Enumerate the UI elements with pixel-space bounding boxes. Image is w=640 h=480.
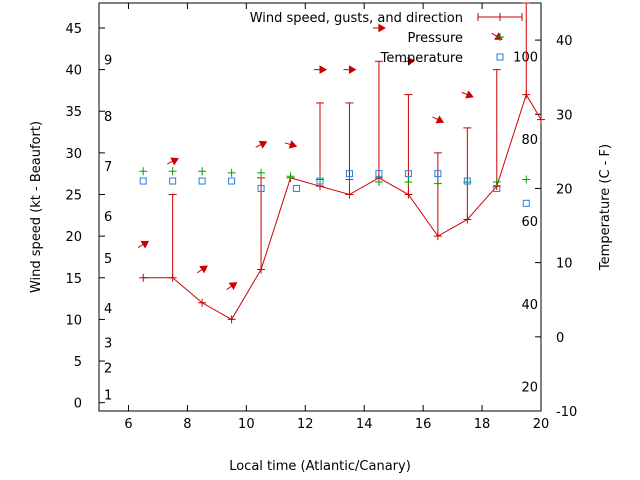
temperature-point — [522, 199, 530, 207]
fahrenheit-label: 20 — [521, 381, 538, 396]
y2-axis-label: Temperature (C - F) — [598, 144, 613, 271]
beaufort-label: 1 — [104, 388, 112, 403]
x-tick-label: 18 — [474, 417, 491, 432]
pressure-point — [286, 172, 295, 181]
beaufort-label: 2 — [104, 362, 112, 377]
y-tick-label: 30 — [65, 147, 82, 162]
temperature-point — [316, 177, 324, 185]
beaufort-label: 7 — [104, 160, 112, 175]
y2-tick-label: -10 — [556, 405, 577, 420]
wind-direction-arrow — [137, 240, 150, 249]
pressure-point — [522, 175, 531, 184]
legend-label: Pressure — [407, 31, 463, 46]
fahrenheit-label: 100 — [513, 50, 538, 65]
wind-direction-arrow — [461, 90, 474, 99]
x-tick-label: 8 — [183, 417, 191, 432]
temperature-point — [434, 170, 442, 178]
wind-direction-arrow — [167, 157, 179, 166]
temperature-point — [257, 184, 265, 192]
temperature-point — [345, 170, 353, 178]
fahrenheit-label: 80 — [521, 133, 538, 148]
wind-speed-point — [227, 315, 236, 324]
pressure-point — [404, 178, 413, 187]
y-tick-label: 10 — [65, 313, 82, 328]
temperature-point — [292, 184, 300, 192]
pressure-point — [227, 168, 236, 177]
beaufort-label: 3 — [104, 337, 112, 352]
legend-label: Temperature — [380, 51, 463, 66]
temperature-point — [463, 177, 471, 185]
wind-direction-arrow — [255, 140, 268, 149]
wind-speed-point — [198, 298, 207, 307]
legend-label: Wind speed, gusts, and direction — [250, 11, 463, 26]
beaufort-label: 6 — [104, 210, 112, 225]
legend-symbol-plus — [496, 33, 504, 41]
legend-symbol-plus — [496, 13, 504, 21]
temperature-point — [493, 184, 501, 192]
y-tick-label: 40 — [65, 64, 82, 79]
legend-symbol-square — [496, 53, 504, 61]
beaufort-label: 4 — [104, 302, 112, 317]
y-axis-label: Wind speed (kt - Beaufort) — [29, 121, 44, 293]
wind-direction-arrow — [402, 56, 416, 66]
y2-tick-label: 30 — [556, 108, 573, 123]
wind-speed-point — [537, 115, 545, 124]
pressure-point — [198, 167, 207, 176]
temperature-point — [404, 170, 412, 178]
pressure-point — [492, 178, 501, 187]
wind-direction-arrow — [314, 65, 327, 74]
y2-tick-label: 40 — [556, 34, 573, 49]
wind-direction-arrow — [372, 23, 386, 33]
beaufort-label: 5 — [104, 252, 112, 267]
y-tick-label: 15 — [65, 272, 82, 287]
pressure-point — [168, 167, 177, 176]
fahrenheit-label: 60 — [521, 215, 538, 230]
wind-direction-arrow — [432, 115, 445, 124]
y2-tick-label: 0 — [556, 331, 564, 346]
temperature-point — [139, 177, 147, 185]
wind-direction-arrow — [196, 265, 208, 274]
y-tick-label: 45 — [65, 22, 82, 37]
x-tick-label: 10 — [238, 417, 255, 432]
y-tick-label: 35 — [65, 105, 82, 120]
y-tick-label: 25 — [65, 189, 82, 204]
y-tick-label: 20 — [65, 230, 82, 245]
x-tick-label: 20 — [533, 417, 550, 432]
wind-direction-arrow — [226, 282, 238, 290]
beaufort-label: 9 — [104, 54, 112, 69]
beaufort-label: 8 — [104, 110, 112, 125]
wind-speed-point — [139, 273, 148, 282]
temperature-point — [375, 170, 383, 178]
x-tick-label: 14 — [356, 417, 373, 432]
wind-speed-line — [143, 93, 542, 321]
pressure-point — [433, 179, 442, 188]
pressure-point — [257, 168, 266, 177]
y-tick-label: 5 — [74, 355, 82, 370]
pressure-point — [139, 167, 148, 176]
wind-direction-arrow — [284, 140, 298, 149]
fahrenheit-label: 40 — [521, 298, 538, 313]
temperature-point — [228, 177, 236, 185]
pressure-point — [374, 178, 383, 187]
temperature-point — [169, 177, 177, 185]
x-axis-label: Local time (Atlantic/Canary) — [229, 459, 411, 474]
temperature-point — [198, 177, 206, 185]
y2-tick-label: 20 — [556, 182, 573, 197]
x-tick-label: 16 — [415, 417, 432, 432]
x-tick-label: 6 — [124, 417, 132, 432]
x-tick-label: 12 — [297, 417, 314, 432]
y2-tick-label: 10 — [556, 257, 573, 272]
wind-direction-arrow — [343, 65, 357, 74]
plot-frame — [98, 2, 542, 412]
y-tick-label: 0 — [74, 397, 82, 412]
